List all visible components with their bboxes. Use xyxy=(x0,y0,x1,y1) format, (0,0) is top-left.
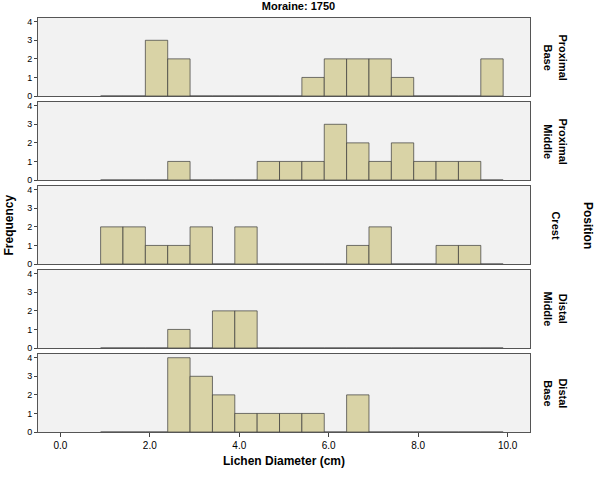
svg-text:1: 1 xyxy=(27,325,32,335)
svg-text:6.0: 6.0 xyxy=(322,440,336,451)
svg-text:4: 4 xyxy=(27,353,32,363)
svg-text:4: 4 xyxy=(27,269,32,279)
svg-text:Lichen Diameter (cm): Lichen Diameter (cm) xyxy=(223,454,345,468)
svg-text:3: 3 xyxy=(27,371,32,381)
svg-text:3: 3 xyxy=(27,203,32,213)
svg-text:0: 0 xyxy=(27,427,32,437)
svg-text:4: 4 xyxy=(27,185,32,195)
svg-text:4.0: 4.0 xyxy=(232,440,246,451)
svg-text:Moraine: 1750: Moraine: 1750 xyxy=(262,0,335,12)
svg-text:1: 1 xyxy=(27,157,32,167)
svg-text:ProximalBase: ProximalBase xyxy=(542,34,568,80)
svg-text:4: 4 xyxy=(27,17,32,27)
svg-text:2: 2 xyxy=(27,222,32,232)
svg-text:0: 0 xyxy=(27,175,32,185)
svg-text:2: 2 xyxy=(27,138,32,148)
svg-text:2: 2 xyxy=(27,54,32,64)
svg-text:1: 1 xyxy=(27,73,32,83)
svg-text:DistalMiddle: DistalMiddle xyxy=(542,291,568,326)
svg-text:8.0: 8.0 xyxy=(411,440,425,451)
svg-text:DistalBase: DistalBase xyxy=(542,378,568,408)
svg-text:1: 1 xyxy=(27,409,32,419)
svg-text:2.0: 2.0 xyxy=(143,440,157,451)
svg-text:3: 3 xyxy=(27,35,32,45)
svg-text:1: 1 xyxy=(27,241,32,251)
svg-text:0: 0 xyxy=(27,91,32,101)
svg-text:2: 2 xyxy=(27,390,32,400)
svg-text:Frequency: Frequency xyxy=(2,194,16,255)
svg-text:0: 0 xyxy=(27,343,32,353)
svg-text:3: 3 xyxy=(27,119,32,129)
svg-text:Position: Position xyxy=(581,202,595,249)
svg-text:2: 2 xyxy=(27,306,32,316)
svg-text:3: 3 xyxy=(27,287,32,297)
svg-text:0.0: 0.0 xyxy=(53,440,67,451)
svg-text:ProximalMiddle: ProximalMiddle xyxy=(542,118,568,164)
svg-text:0: 0 xyxy=(27,259,32,269)
svg-text:Crest: Crest xyxy=(550,211,562,239)
svg-text:10.0: 10.0 xyxy=(498,440,518,451)
svg-text:4: 4 xyxy=(27,101,32,111)
